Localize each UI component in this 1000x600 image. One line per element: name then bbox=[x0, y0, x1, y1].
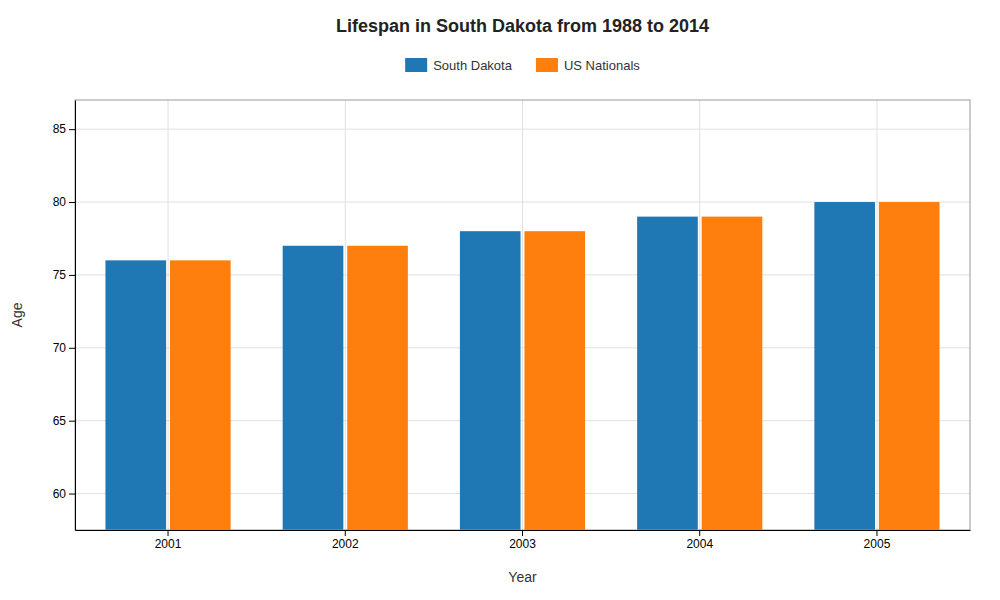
x-tick-mark bbox=[699, 530, 700, 536]
legend-label: South Dakota bbox=[433, 58, 513, 73]
x-axis-title: Year bbox=[508, 569, 537, 585]
y-axis-title: Age bbox=[9, 302, 25, 327]
legend: South Dakota US Nationals bbox=[405, 58, 640, 73]
x-tick: 2002 bbox=[332, 530, 359, 551]
y-tick-mark bbox=[69, 202, 75, 203]
bar bbox=[347, 246, 408, 530]
x-tick-label: 2004 bbox=[686, 537, 713, 551]
chart: 2001 2002 2003 2004 2005 60 65 70 75 80 85 Year Age L… bbox=[0, 0, 1000, 600]
x-tick-mark bbox=[522, 530, 523, 536]
x-grid-line bbox=[345, 100, 346, 530]
x-tick: 2003 bbox=[509, 530, 536, 551]
x-grid-line bbox=[522, 100, 523, 530]
y-tick-mark bbox=[69, 348, 75, 349]
legend-item: South Dakota bbox=[405, 58, 513, 73]
grid bbox=[75, 100, 970, 530]
y-tick: 60 bbox=[53, 487, 75, 501]
legend-swatch bbox=[536, 58, 558, 72]
y-tick-mark bbox=[69, 275, 75, 276]
legend-label: US Nationals bbox=[564, 58, 640, 73]
y-tick-label: 65 bbox=[53, 414, 67, 428]
bar bbox=[637, 217, 698, 530]
x-grid-line bbox=[168, 100, 169, 530]
y-tick-label: 85 bbox=[53, 122, 67, 136]
bar bbox=[105, 260, 166, 530]
x-grid-line bbox=[876, 100, 877, 530]
x-tick-label: 2003 bbox=[509, 537, 536, 551]
y-tick: 85 bbox=[53, 122, 75, 136]
x-tick-label: 2002 bbox=[332, 537, 359, 551]
x-tick-mark bbox=[168, 530, 169, 536]
bar bbox=[524, 231, 585, 530]
bar bbox=[460, 231, 521, 530]
bar bbox=[814, 202, 875, 530]
y-tick-mark bbox=[69, 494, 75, 495]
legend-swatch bbox=[405, 58, 427, 72]
plot-frame bbox=[75, 100, 970, 530]
y-axis: 60 65 70 75 80 85 bbox=[53, 101, 76, 531]
x-tick-mark bbox=[345, 530, 346, 536]
y-tick-mark bbox=[69, 129, 75, 130]
x-tick: 2004 bbox=[686, 530, 713, 551]
y-tick-label: 60 bbox=[53, 487, 67, 501]
bar bbox=[702, 217, 763, 530]
bar bbox=[283, 246, 344, 530]
y-tick: 70 bbox=[53, 341, 75, 355]
y-tick-label: 70 bbox=[53, 341, 67, 355]
y-tick-mark bbox=[69, 421, 75, 422]
plot: 2001 2002 2003 2004 2005 60 65 70 75 80 85 bbox=[53, 100, 971, 551]
legend-item: US Nationals bbox=[536, 58, 640, 73]
bar bbox=[879, 202, 940, 530]
y-tick: 75 bbox=[53, 268, 75, 282]
x-tick: 2005 bbox=[864, 530, 891, 551]
bar-series bbox=[105, 202, 875, 530]
y-tick-label: 80 bbox=[53, 195, 67, 209]
x-grid-line bbox=[699, 100, 700, 530]
x-tick-label: 2005 bbox=[864, 537, 891, 551]
bar-series bbox=[170, 202, 940, 530]
y-tick: 80 bbox=[53, 195, 75, 209]
x-axis: 2001 2002 2003 2004 2005 bbox=[76, 530, 971, 551]
title: Lifespan in South Dakota from 1988 to 20… bbox=[336, 16, 709, 36]
y-axis-line bbox=[75, 101, 76, 531]
marks bbox=[105, 202, 939, 530]
y-tick: 65 bbox=[53, 414, 75, 428]
x-tick: 2001 bbox=[155, 530, 182, 551]
y-tick-label: 75 bbox=[53, 268, 67, 282]
x-tick-mark bbox=[876, 530, 877, 536]
x-tick-label: 2001 bbox=[155, 537, 182, 551]
bar bbox=[170, 260, 231, 530]
